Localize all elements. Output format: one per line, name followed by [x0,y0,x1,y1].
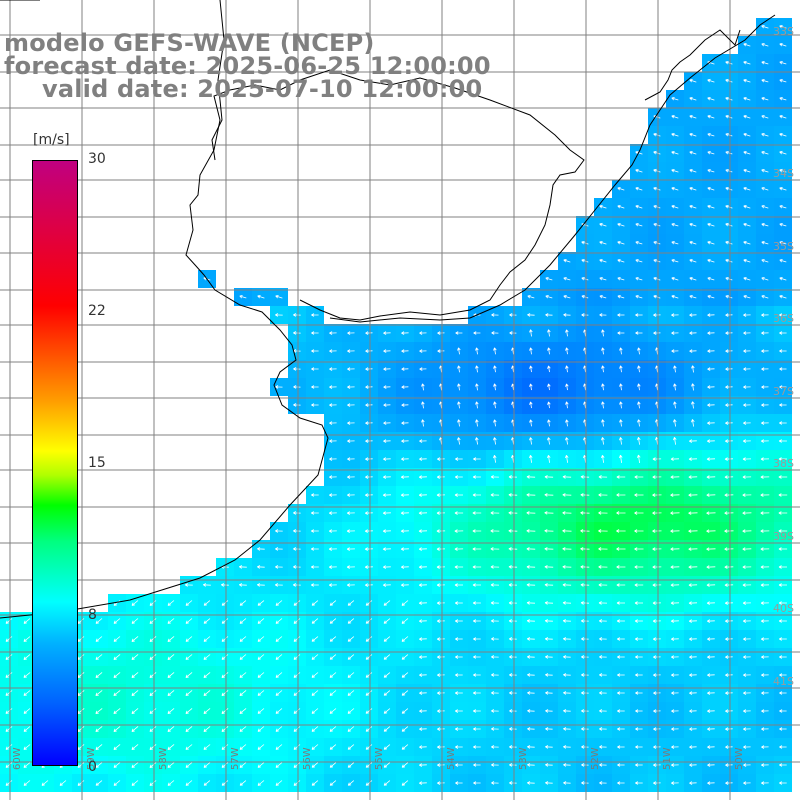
lon-label: 58W [158,747,169,770]
lat-label: 34S [773,167,794,180]
colorbar-tick-label: 15 [88,455,106,471]
lon-label: 51W [662,747,673,770]
lat-label: 40S [773,602,794,615]
lon-label: 50W [734,747,745,770]
colorbar-tick-label: 30 [88,151,106,167]
valid-date: valid date: 2025-07-10 12:00:00 [42,77,482,101]
lat-label: 41S [773,675,794,688]
colorbar-tick-label: 8 [88,607,97,623]
colorbar-tick-label: 22 [88,303,106,319]
lon-label: 60W [12,747,23,770]
lat-label: 39S [773,530,794,543]
lon-label: 57W [230,747,241,770]
colorbar [32,160,78,766]
colorbar-unit: [m/s] [33,132,70,148]
lat-label: 35S [773,240,794,253]
lon-label: 56W [302,747,313,770]
lat-label: 37S [773,385,794,398]
colorbar-tick-label: 0 [88,759,97,775]
lon-label: 54W [446,747,457,770]
lon-label: 53W [518,747,529,770]
lat-label: 33S [773,25,794,38]
lat-label: 36S [773,312,794,325]
lon-label: 55W [374,747,385,770]
lat-label: 38S [773,457,794,470]
lon-label: 52W [590,747,601,770]
